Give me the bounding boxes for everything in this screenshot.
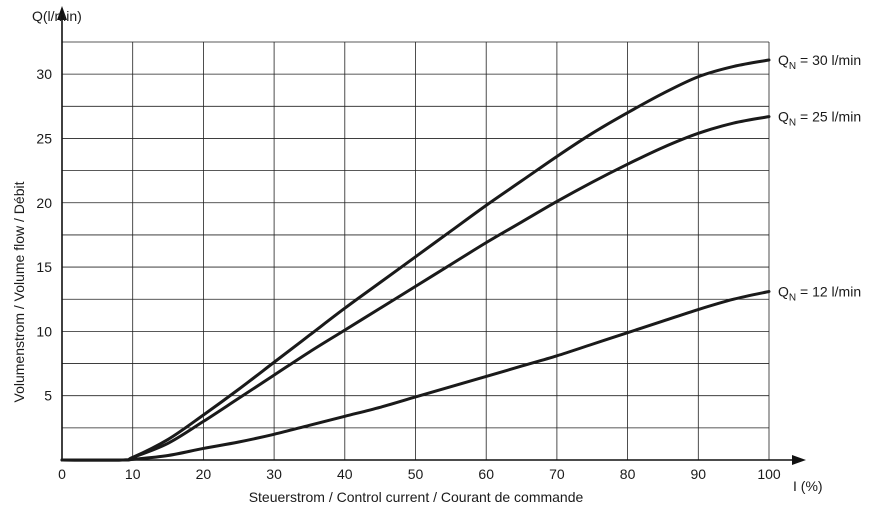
x-unit-label: I (%)	[793, 478, 823, 494]
y-tick-label: 5	[44, 388, 52, 404]
x-tick-label: 80	[620, 466, 636, 482]
series-label-3: QN = 12 l/min	[778, 284, 861, 304]
series-line-1	[60, 58, 771, 462]
grid	[62, 41, 770, 460]
series-label-2: QN = 25 l/min	[778, 109, 861, 129]
series-line-2	[60, 115, 771, 462]
series-label-1: QN = 30 l/min	[778, 52, 861, 72]
x-axis-title: Steuerstrom / Control current / Courant …	[249, 489, 584, 505]
series-labels: QN = 30 l/min QN = 25 l/min QN = 12 l/min	[778, 52, 861, 304]
y-tick-label: 10	[36, 323, 52, 339]
x-tick-label: 60	[478, 466, 494, 482]
x-tick-label: 0	[58, 466, 66, 482]
x-axis-arrow-icon	[792, 455, 806, 465]
series-lines	[60, 58, 771, 462]
y-tick-label: 15	[36, 259, 52, 275]
x-tick-label: 70	[549, 466, 565, 482]
x-tick-label: 100	[757, 466, 781, 482]
y-tick-label: 25	[36, 130, 52, 146]
x-tick-label: 40	[337, 466, 353, 482]
y-axis-arrow-icon	[57, 6, 67, 20]
x-tick-label: 90	[691, 466, 707, 482]
series-line-3	[60, 290, 771, 462]
axes	[57, 6, 806, 465]
y-tick-label: 30	[36, 66, 52, 82]
tick-labels: 0 10 20 30 40 50 60 70 80 90 100 5 10 15 20 25 30	[36, 66, 780, 482]
x-tick-label: 30	[266, 466, 282, 482]
x-tick-label: 10	[125, 466, 141, 482]
x-tick-label: 20	[196, 466, 212, 482]
x-tick-label: 50	[408, 466, 424, 482]
y-axis-title: Volumenstrom / Volume flow / Débit	[11, 181, 27, 402]
y-unit-label: Q(l/min)	[32, 8, 82, 24]
y-tick-label: 20	[36, 195, 52, 211]
